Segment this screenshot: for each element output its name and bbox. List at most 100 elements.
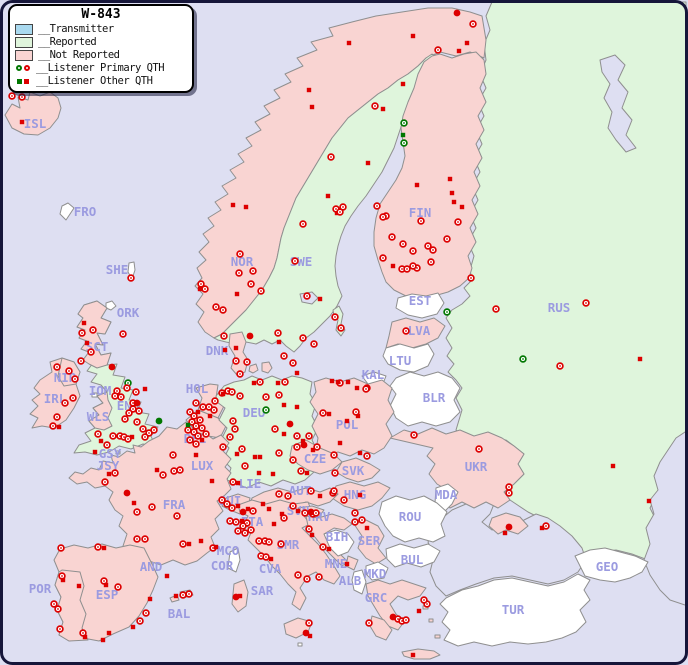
- listener-primary-qth-red: [291, 257, 299, 265]
- listener-primary-qth-red: [87, 348, 95, 356]
- country-sct: [76, 300, 112, 369]
- listener-primary-qth-red: [262, 393, 270, 401]
- listener-primary-qth-red: [492, 305, 500, 313]
- listener-other-qth-red: [344, 418, 350, 424]
- listener-primary-qth-red: [249, 507, 257, 515]
- country-label-lie: LIE: [239, 476, 262, 491]
- listener-primary-qth-red: [236, 370, 244, 378]
- listener-other-qth-red: [449, 190, 455, 196]
- listener-other-qth-red: [235, 503, 241, 509]
- country-label-lux: LUX: [191, 458, 214, 473]
- country-fin: [373, 51, 487, 299]
- country-label-hol: HOL: [186, 381, 209, 396]
- country-label-cva: CVA: [259, 561, 282, 576]
- listener-primary-qth-red: [327, 153, 335, 161]
- listener-other-qth-red: [306, 87, 312, 93]
- listener-other-qth-red: [220, 391, 226, 397]
- country-rou: [378, 495, 448, 543]
- listener-primary-qth-red: [340, 496, 348, 504]
- country-label-mco: MCO: [217, 543, 240, 558]
- listener-primary-qth-red: [313, 443, 321, 451]
- listener-other-qth-red: [354, 385, 360, 391]
- listener-other-qth-red: [199, 437, 205, 443]
- listener-other-qth-red: [197, 286, 203, 292]
- listener-primary-qth-red: [220, 332, 228, 340]
- reported-swatch: [15, 36, 33, 48]
- listener-other-qth-red: [294, 404, 300, 410]
- listener-other-qth-red: [346, 40, 352, 46]
- listener-primary-qth-red: [133, 535, 141, 543]
- listener-primary-qth-red: [241, 529, 249, 537]
- listener-primary-qth-red: [402, 616, 410, 624]
- listener-primary-qth-red: [299, 220, 307, 228]
- listener-primary-qth-red: [101, 478, 109, 486]
- listener-primary-qth-red: [78, 329, 86, 337]
- listener-other-qth-red: [390, 263, 396, 269]
- listener-primary-qth-red: [219, 306, 227, 314]
- listener-primary-qth-red: [249, 267, 257, 275]
- country-label-gsy: GSY: [99, 446, 122, 461]
- listener-primary-qth-red: [358, 516, 366, 524]
- listener-other-qth-red: [309, 532, 315, 538]
- listener-primary-qth-red: [257, 287, 265, 295]
- listener-primary-qth-red: [330, 487, 338, 495]
- listener-primary-qth-red: [223, 500, 231, 508]
- listener-primary-qth-red: [429, 246, 437, 254]
- listener-primary-qth-green: [443, 308, 451, 316]
- listener-primary-qth-red: [49, 422, 57, 430]
- listener-primary-qth-red: [125, 409, 133, 417]
- listener-other-qth-red: [337, 440, 343, 446]
- country-label-ltu: LTU: [389, 353, 412, 368]
- country-label-sar: SAR: [251, 583, 274, 598]
- country-blr: [389, 371, 461, 427]
- listener-other-qth-red: [300, 438, 306, 444]
- listener-primary-qth-red: [417, 217, 425, 225]
- listener-primary-qth-red: [505, 489, 513, 497]
- listener-primary-qth-red: [241, 462, 249, 470]
- listener-primary-qth-red: [236, 392, 244, 400]
- red-square-icon: [24, 78, 29, 84]
- listener-primary-qth-red: [69, 394, 77, 402]
- country-label-dnk: DNK: [206, 343, 229, 358]
- country-label-nor: NOR: [231, 254, 254, 269]
- listener-other-qth-red: [193, 452, 199, 458]
- listener-other-qth-red: [233, 345, 239, 351]
- listener-other-qth-red: [256, 470, 262, 476]
- listener-primary-qth-red: [142, 609, 150, 617]
- country-bul: [385, 543, 441, 568]
- listener-other-qth-red: [451, 199, 457, 205]
- listener-primary-qth-red: [403, 265, 411, 273]
- country-label-alb: ALB: [339, 573, 362, 588]
- listener-primary-qth-red: [57, 544, 65, 552]
- listener-primary-qth-red: [255, 537, 263, 545]
- listener-primary-qth-red: [141, 433, 149, 441]
- listener-primary-qth-red: [192, 399, 200, 407]
- listener-primary-qth-red: [239, 522, 247, 530]
- island-aegean-2: [428, 618, 434, 623]
- listener-primary-qth-red: [179, 540, 187, 548]
- listener-primary-qth-red: [262, 553, 270, 561]
- listener-other-qth-red: [456, 48, 462, 54]
- listener-primary-qth-red: [219, 443, 227, 451]
- listener-other-qth-red: [281, 402, 287, 408]
- listener-primary-qth-red: [247, 526, 255, 534]
- listener-primary-qth-red: [234, 527, 242, 535]
- listener-primary-qth-red: [136, 617, 144, 625]
- listener-primary-qth-red: [159, 471, 167, 479]
- country-alb: [351, 569, 367, 595]
- listener-primary-qth-red: [280, 514, 288, 522]
- listener-primary-qth-red: [277, 540, 285, 548]
- listener-primary-qth-red: [179, 591, 187, 599]
- listener-primary-qth-red: [50, 600, 58, 608]
- country-label-cze: CZE: [304, 451, 327, 466]
- listener-other-qth-red: [131, 500, 137, 506]
- listener-other-qth-red: [147, 596, 153, 602]
- listener-primary-qth-red: [111, 469, 119, 477]
- listener-primary-qth-red: [351, 509, 359, 517]
- country-label-lva: LVA: [408, 323, 431, 338]
- country-label-bal: BAL: [168, 606, 191, 621]
- country-label-bul: BUL: [401, 552, 424, 567]
- listener-primary-qth-red: [582, 299, 590, 307]
- countries-layer: [4, 1, 688, 660]
